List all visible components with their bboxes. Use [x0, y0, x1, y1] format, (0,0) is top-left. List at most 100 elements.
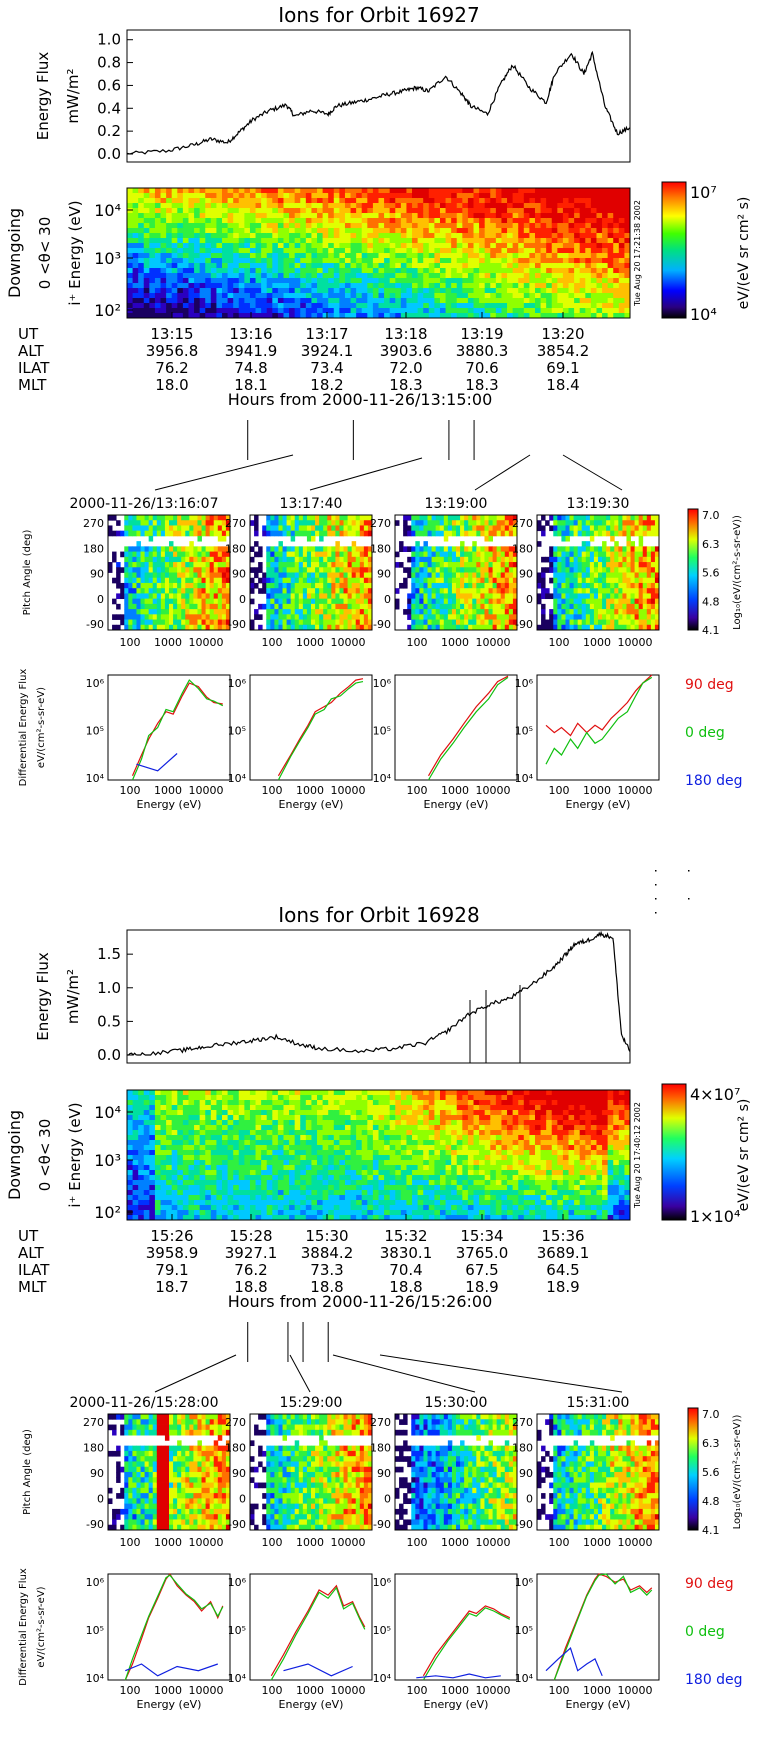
series-180-deg — [136, 753, 178, 772]
pitch-ytick-label: 90 — [377, 1467, 391, 1480]
diff-ytick-label: 10⁴ — [373, 1672, 392, 1685]
diff-ytick-label: 10⁴ — [86, 1672, 105, 1685]
spectro-ytick-label: 10² — [94, 1203, 121, 1222]
diff-ytick-label: 10⁶ — [373, 677, 392, 690]
diff-xlabel: Energy (eV) — [424, 1698, 489, 1711]
pitch-ytick-label: 270 — [370, 1416, 391, 1429]
table-cell: 70.6 — [465, 359, 498, 377]
pitch-angle-ylabel: Pitch Angle (deg) — [22, 1429, 33, 1515]
table-cell: 13:20 — [541, 325, 584, 343]
diff-ytick-label: 10⁶ — [373, 1576, 392, 1589]
pitch-ytick-label: 180 — [225, 542, 246, 555]
pitch-xtick-label: 10000 — [331, 636, 366, 649]
stray-marker — [655, 870, 657, 872]
pitch-ytick-label: -90 — [373, 618, 391, 631]
table-cell: 15:28 — [229, 1227, 272, 1245]
pitch-xtick-label: 100 — [407, 1536, 428, 1549]
pitch-colorbar-tick: 4.8 — [702, 1495, 720, 1508]
pitch-panel-title: 13:19:30 — [567, 496, 630, 512]
diff-xtick-label: 1000 — [154, 784, 182, 797]
diff-xtick-label: 100 — [407, 1684, 428, 1697]
connector-diagonal — [379, 1354, 623, 1393]
diff-xlabel: Energy (eV) — [137, 798, 202, 811]
spectrogram-ylabel-direction: Downgoing — [5, 1110, 24, 1200]
diff-xtick-label: 1000 — [583, 784, 611, 797]
series-0-deg — [545, 676, 653, 765]
hours-from-label: Hours from 2000-11-26/13:15:00 — [228, 390, 493, 409]
pitch-ytick-label: -90 — [86, 1518, 104, 1531]
series-0-deg — [124, 1574, 224, 1681]
table-cell: 18.4 — [546, 376, 579, 394]
pitch-xtick-label: 100 — [262, 636, 283, 649]
spectro-ytick-label: 10³ — [94, 249, 121, 268]
flux-ytick-label: 0.0 — [97, 1046, 121, 1064]
pitch-panel-title: 15:30:00 — [425, 1395, 488, 1411]
pitch-xtick-label: 10000 — [618, 636, 653, 649]
spectrogram-ylabel-direction: Downgoing — [5, 208, 24, 298]
diff-ytick-label: 10⁶ — [515, 1576, 534, 1589]
diff-xtick-label: 1000 — [441, 784, 469, 797]
table-row-label-ut: UT — [18, 1227, 39, 1245]
pitch-ytick-label: 0 — [97, 593, 104, 606]
spectrogram-ylabel-energy: i⁺ Energy (eV) — [66, 1102, 84, 1207]
table-row-label-mlt: MLT — [18, 376, 47, 394]
table-cell: 15:30 — [305, 1227, 348, 1245]
table-cell: 13:16 — [229, 325, 272, 343]
diff-ytick-label: 10⁶ — [228, 1576, 247, 1589]
pitch-colorbar-label: Log₁₀(eV/(cm²-s-sr-eV)) — [732, 1415, 743, 1530]
legend-entry-2: 180 deg — [685, 1672, 743, 1688]
diff-flux-panel-frame — [536, 674, 660, 781]
energy-flux-plot-frame — [126, 29, 631, 163]
plot-timestamp: Tue Aug 20 17:21:38 2002 — [633, 200, 642, 307]
spectrogram-frame — [126, 187, 631, 319]
series-90-deg — [422, 1605, 511, 1677]
table-cell: 72.0 — [389, 359, 422, 377]
legend-entry-0: 90 deg — [685, 677, 734, 693]
flux-ytick-label: 0.0 — [97, 145, 121, 163]
spectrogram-colorbar — [661, 1083, 687, 1221]
diff-ytick-label: 10⁶ — [86, 1576, 105, 1589]
diff-ytick-label: 10⁴ — [515, 772, 534, 785]
energy-flux-series — [127, 930, 631, 1056]
pitch-ytick-label: 270 — [83, 517, 104, 530]
diff-xtick-label: 100 — [120, 784, 141, 797]
diff-ytick-label: 10⁴ — [86, 772, 105, 785]
table-cell: 3689.1 — [537, 1244, 590, 1262]
table-cell: 13:19 — [460, 325, 503, 343]
diff-xtick-label: 10000 — [618, 784, 653, 797]
orbit-title: Ions for Orbit 16928 — [278, 903, 479, 927]
table-row-label-alt: ALT — [18, 342, 45, 360]
stray-marker — [655, 912, 657, 914]
table-row-label-alt: ALT — [18, 1244, 45, 1262]
legend-entry-2: 180 deg — [685, 773, 743, 789]
pitch-ytick-label: -90 — [228, 1518, 246, 1531]
table-cell: 18.8 — [310, 1278, 343, 1296]
pitch-ytick-label: 90 — [90, 568, 104, 581]
series-180-deg — [545, 1647, 603, 1677]
flux-ytick-label: 0.6 — [97, 76, 121, 94]
spectrogram-ylabel-energy: i⁺ Energy (eV) — [66, 200, 84, 305]
orbit-title: Ions for Orbit 16927 — [278, 3, 479, 27]
table-cell: 69.1 — [546, 359, 579, 377]
connector-diagonal — [332, 1354, 476, 1393]
diff-flux-panel-frame — [249, 1573, 373, 1681]
pitch-colorbar-tick: 4.8 — [702, 595, 720, 608]
pitch-ytick-label: 90 — [519, 568, 533, 581]
table-cell: 18.0 — [155, 376, 188, 394]
table-cell: 76.2 — [155, 359, 188, 377]
series-90-deg — [427, 675, 509, 777]
energy-flux-unit-label: mW/m² — [64, 969, 82, 1024]
table-cell: 3956.8 — [146, 342, 199, 360]
diff-xtick-label: 10000 — [189, 784, 224, 797]
pitch-xtick-label: 1000 — [441, 636, 469, 649]
pitch-colorbar-tick: 7.0 — [702, 509, 720, 522]
series-0-deg — [553, 1573, 653, 1681]
pitch-ytick-label: 180 — [83, 542, 104, 555]
series-90-deg — [270, 1584, 366, 1677]
table-cell: 3884.2 — [301, 1244, 354, 1262]
diff-ytick-label: 10⁴ — [228, 1672, 247, 1685]
pitch-ytick-label: 90 — [377, 568, 391, 581]
table-cell: 15:36 — [541, 1227, 584, 1245]
table-cell: 76.2 — [234, 1261, 267, 1279]
